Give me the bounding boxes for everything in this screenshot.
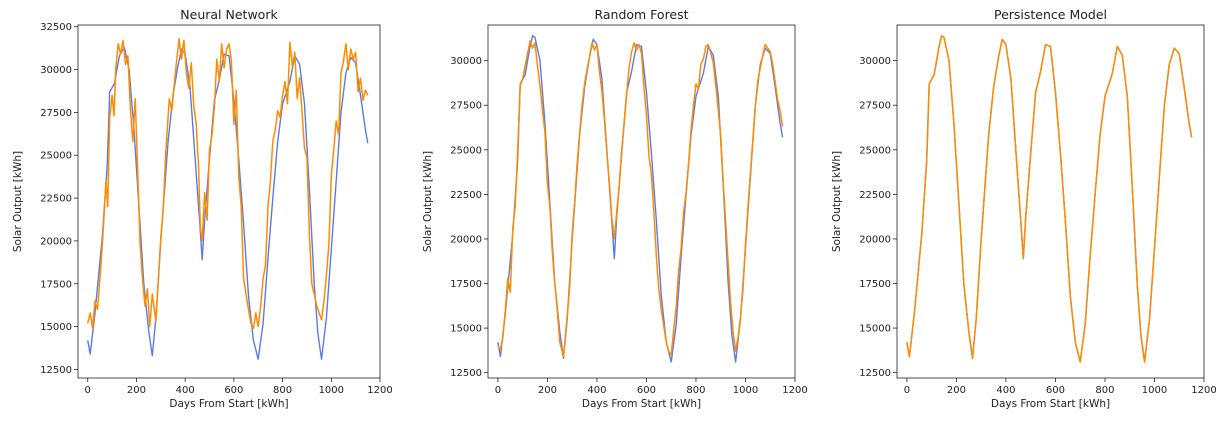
x-tick-label: 800 <box>686 385 705 396</box>
y-tick-label: 17500 <box>859 279 891 290</box>
y-tick-label: 27500 <box>859 101 891 112</box>
x-tick-label: 200 <box>947 385 966 396</box>
x-tick-label: 600 <box>1046 385 1065 396</box>
y-tick-label: 12500 <box>450 368 482 379</box>
y-tick-label: 15000 <box>40 322 72 333</box>
y-tick-label: 20000 <box>859 234 891 245</box>
y-tick-label: 17500 <box>450 279 482 290</box>
y-tick-label: 15000 <box>450 324 482 335</box>
y-tick-label: 12500 <box>859 368 891 379</box>
y-tick-label: 27500 <box>450 101 482 112</box>
x-tick-label: 600 <box>637 385 656 396</box>
x-tick-label: 0 <box>904 385 910 396</box>
y-tick-label: 22500 <box>450 190 482 201</box>
y-tick-label: 25000 <box>450 145 482 156</box>
x-tick-label: 800 <box>1095 385 1114 396</box>
x-tick-label: 1200 <box>782 385 807 396</box>
x-tick-label: 400 <box>587 385 606 396</box>
plot-frame <box>77 24 381 379</box>
x-tick-label: 600 <box>224 385 243 396</box>
y-tick-label: 25000 <box>859 145 891 156</box>
x-axis-label: Days From Start [kWh] <box>582 398 701 410</box>
panel-neural-network: 0 200 400 600 800 1000 1200 12500 15000 17500 2000… <box>12 7 393 410</box>
chart-title: Persistence Model <box>994 7 1107 22</box>
x-tick-label: 200 <box>538 385 557 396</box>
x-axis-label: Days From Start [kWh] <box>169 398 288 410</box>
y-axis-label: Solar Output [kWh] <box>422 151 434 252</box>
x-tick-label: 200 <box>127 385 146 396</box>
x-axis-label: Days From Start [kWh] <box>991 398 1110 410</box>
y-tick-label: 20000 <box>450 234 482 245</box>
y-axis-label: Solar Output [kWh] <box>12 151 24 252</box>
y-tick-label: 12500 <box>40 365 72 376</box>
series-line-predicted <box>86 37 369 330</box>
y-tick-label: 30000 <box>450 56 482 67</box>
x-tick-label: 0 <box>495 385 501 396</box>
chart-title: Random Forest <box>594 7 688 22</box>
y-tick-label: 30000 <box>859 56 891 67</box>
y-tick-label: 15000 <box>859 324 891 335</box>
plot-frame <box>896 24 1205 379</box>
panel-persistence-model: 0 200 400 600 800 1000 1200 12500 15000 17500 2000… <box>831 7 1217 410</box>
y-tick-label: 22500 <box>40 194 72 205</box>
y-tick-label: 17500 <box>40 279 72 290</box>
y-axis-label: Solar Output [kWh] <box>831 151 843 252</box>
y-tick-label: 27500 <box>40 108 72 119</box>
series-line-actual <box>906 35 1193 363</box>
x-tick-label: 1000 <box>1142 385 1167 396</box>
series-line-predicted <box>906 34 1193 363</box>
series-line-predicted <box>497 40 784 358</box>
y-tick-label: 22500 <box>859 190 891 201</box>
y-tick-label: 32500 <box>40 22 72 33</box>
x-tick-label: 800 <box>273 385 292 396</box>
chart-title: Neural Network <box>180 7 278 22</box>
x-tick-label: 1200 <box>367 385 392 396</box>
x-tick-label: 1200 <box>1191 385 1216 396</box>
x-tick-label: 0 <box>85 385 91 396</box>
y-tick-label: 20000 <box>40 236 72 247</box>
panel-random-forest: 0 200 400 600 800 1000 1200 12500 15000 17500 2000… <box>422 7 808 410</box>
x-tick-label: 400 <box>176 385 195 396</box>
x-tick-label: 400 <box>996 385 1015 396</box>
series-line-actual <box>497 35 784 363</box>
plot-frame <box>487 24 796 379</box>
y-tick-label: 30000 <box>40 65 72 76</box>
x-tick-label: 1000 <box>733 385 758 396</box>
x-tick-label: 1000 <box>319 385 344 396</box>
y-tick-label: 25000 <box>40 151 72 162</box>
